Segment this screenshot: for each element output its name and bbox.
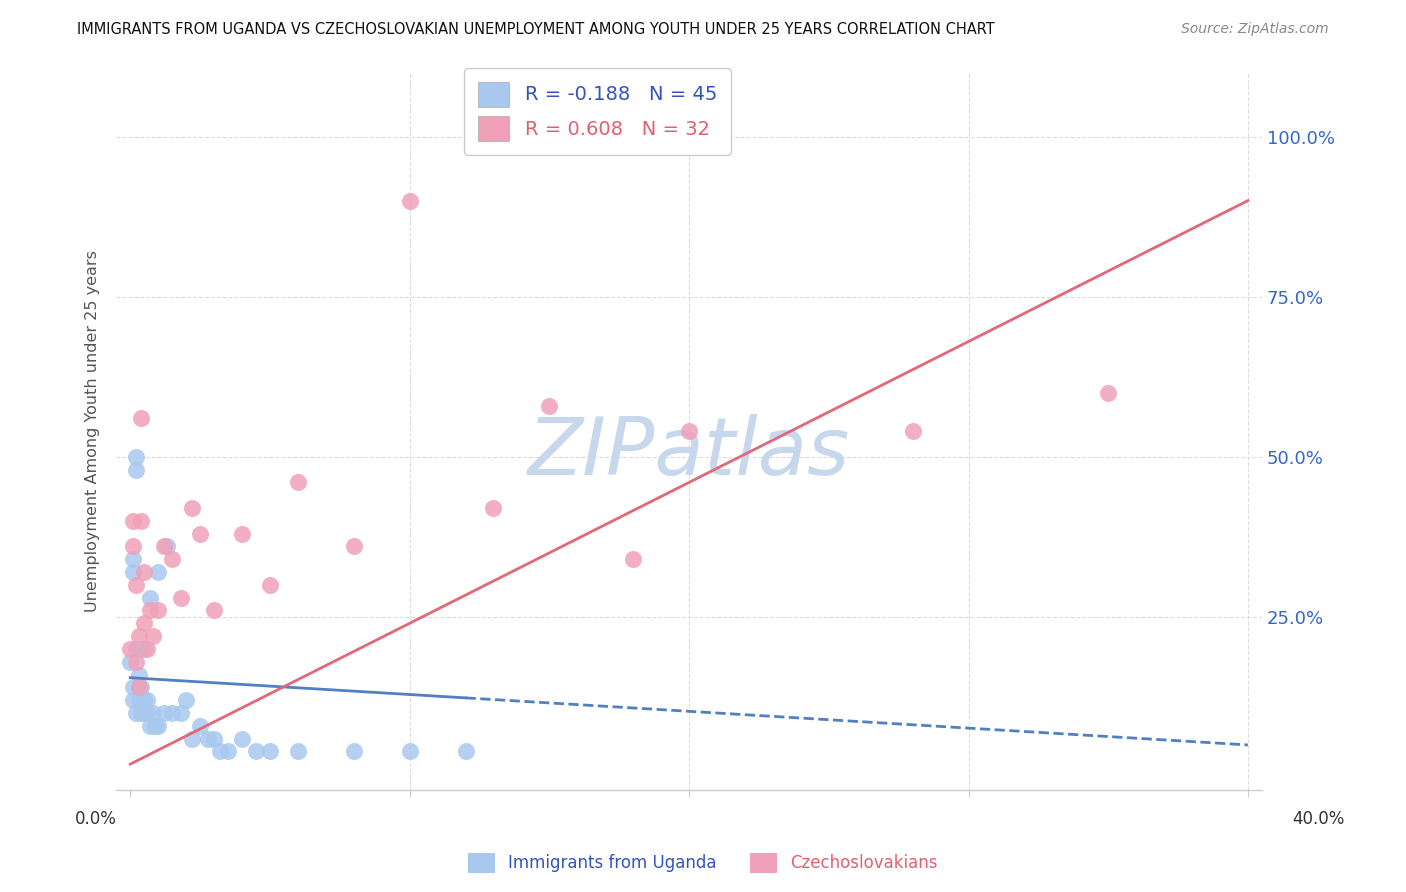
Point — [155, 540, 177, 554]
Point — [259, 578, 281, 592]
Point — [128, 667, 150, 681]
Point — [287, 744, 309, 758]
Point — [122, 552, 145, 566]
Point — [197, 731, 219, 746]
Point — [128, 629, 150, 643]
Point — [139, 591, 162, 605]
Point — [208, 744, 231, 758]
Point — [343, 540, 366, 554]
Text: ZIPatlas: ZIPatlas — [529, 414, 851, 491]
Point — [148, 603, 170, 617]
Point — [180, 731, 202, 746]
Point — [621, 552, 644, 566]
Point — [245, 744, 267, 758]
Point — [136, 706, 159, 720]
Point — [134, 706, 156, 720]
Point — [125, 706, 148, 720]
Text: IMMIGRANTS FROM UGANDA VS CZECHOSLOVAKIAN UNEMPLOYMENT AMONG YOUTH UNDER 25 YEAR: IMMIGRANTS FROM UGANDA VS CZECHOSLOVAKIA… — [77, 22, 995, 37]
Point — [169, 591, 191, 605]
Point — [134, 616, 156, 631]
Point — [139, 603, 162, 617]
Point — [231, 731, 253, 746]
Point — [180, 501, 202, 516]
Point — [188, 719, 211, 733]
Point — [152, 540, 174, 554]
Point — [125, 462, 148, 476]
Point — [122, 693, 145, 707]
Text: 0.0%: 0.0% — [75, 810, 117, 828]
Point — [202, 603, 225, 617]
Legend: R = -0.188   N = 45, R = 0.608   N = 32: R = -0.188 N = 45, R = 0.608 N = 32 — [464, 68, 731, 155]
Point — [482, 501, 505, 516]
Point — [139, 719, 162, 733]
Point — [174, 693, 197, 707]
Point — [217, 744, 239, 758]
Point — [678, 424, 700, 438]
Point — [142, 629, 165, 643]
Point — [120, 641, 142, 656]
Point — [169, 706, 191, 720]
Point — [120, 655, 142, 669]
Point — [131, 641, 153, 656]
Point — [148, 719, 170, 733]
Point — [125, 655, 148, 669]
Point — [259, 744, 281, 758]
Point — [287, 475, 309, 490]
Point — [142, 706, 165, 720]
Text: Source: ZipAtlas.com: Source: ZipAtlas.com — [1181, 22, 1329, 37]
Point — [398, 744, 420, 758]
Point — [136, 641, 159, 656]
Point — [122, 565, 145, 579]
Point — [202, 731, 225, 746]
Point — [152, 706, 174, 720]
Point — [131, 514, 153, 528]
Point — [128, 681, 150, 695]
Point — [131, 706, 153, 720]
Point — [160, 706, 183, 720]
Point — [122, 540, 145, 554]
Point — [454, 744, 477, 758]
Point — [128, 693, 150, 707]
Y-axis label: Unemployment Among Youth under 25 years: Unemployment Among Youth under 25 years — [86, 251, 100, 612]
Legend: Immigrants from Uganda, Czechoslovakians: Immigrants from Uganda, Czechoslovakians — [461, 847, 945, 880]
Point — [188, 526, 211, 541]
Point — [125, 450, 148, 464]
Point — [231, 526, 253, 541]
Point — [343, 744, 366, 758]
Point — [148, 565, 170, 579]
Point — [901, 424, 924, 438]
Point — [134, 565, 156, 579]
Text: 40.0%: 40.0% — [1292, 810, 1346, 828]
Point — [134, 693, 156, 707]
Point — [125, 641, 148, 656]
Point — [131, 411, 153, 425]
Point — [131, 681, 153, 695]
Point — [538, 399, 561, 413]
Point — [122, 514, 145, 528]
Point — [136, 693, 159, 707]
Point — [145, 719, 167, 733]
Point — [134, 641, 156, 656]
Point — [131, 693, 153, 707]
Point — [1097, 385, 1119, 400]
Point — [128, 681, 150, 695]
Point — [125, 578, 148, 592]
Point — [122, 681, 145, 695]
Point — [398, 194, 420, 208]
Point — [160, 552, 183, 566]
